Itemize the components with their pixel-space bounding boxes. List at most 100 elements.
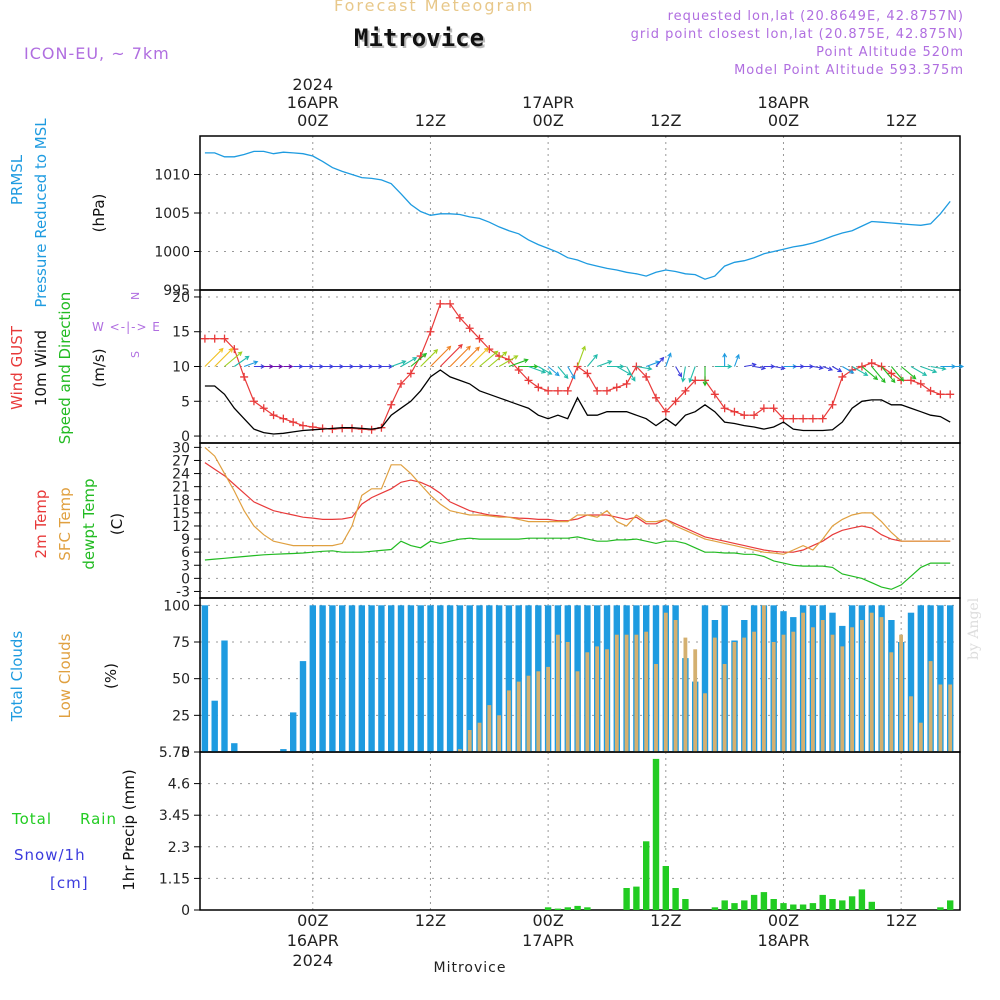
wind-direction-arrow <box>920 365 938 374</box>
bottom-time-label: 12Z <box>415 911 446 930</box>
wind-direction-arrow <box>449 345 471 367</box>
low-cloud-bar <box>673 620 678 752</box>
wind-gust-marker <box>269 411 278 420</box>
low-cloud-bar <box>791 631 796 752</box>
wind-direction-arrow <box>763 364 776 369</box>
wind-direction-label: Speed and Direction <box>56 292 74 445</box>
wind-direction-arrow <box>646 360 661 368</box>
wind-compass-we: W <-|-> E <box>92 320 161 334</box>
wind-direction-arrow <box>822 365 834 372</box>
bottom-date-label: 18APR <box>757 931 809 950</box>
y-tick-label: 100 <box>163 598 190 614</box>
t2m-label: 2m Temp <box>32 490 50 559</box>
low-cloud-bar <box>909 696 913 752</box>
wind-direction-arrow <box>812 365 824 371</box>
y-tick-label: 15 <box>172 506 190 522</box>
low-cloud-bar <box>879 617 884 752</box>
rain-bar <box>623 888 630 910</box>
total-cloud-bar <box>211 700 218 752</box>
total-cloud-bar <box>378 605 385 752</box>
top-time-label: 00Z <box>768 111 799 130</box>
wind-direction-arrow <box>518 364 539 369</box>
wind-direction-arrow <box>371 364 384 369</box>
wind-direction-arrow <box>322 364 335 369</box>
wind-gust-marker <box>475 334 484 343</box>
y-tick-label: 75 <box>172 635 190 651</box>
rain-bar <box>937 907 944 910</box>
wind-gust-marker <box>210 334 219 343</box>
low-cloud-bar <box>683 637 688 752</box>
low-cloud-bar <box>477 722 482 752</box>
y-tick-label: 3.45 <box>159 808 190 824</box>
low-cloud-bar <box>889 652 894 752</box>
wind-direction-arrow <box>214 347 234 367</box>
wind-gust-marker <box>259 404 268 413</box>
wind-gust-marker <box>828 400 837 409</box>
wind-direction-arrow <box>680 366 686 383</box>
rain-bar <box>868 901 875 910</box>
wind-gust-marker <box>769 404 778 413</box>
station-title: Mitrovice <box>354 24 485 52</box>
rain-bar <box>584 907 591 910</box>
y-tick-label: 10 <box>172 360 190 376</box>
top-year-label: 2024 <box>292 75 333 94</box>
wind-direction-arrow <box>722 352 728 367</box>
low-cloud-bar <box>801 612 805 752</box>
precip-panel: 0 1.15 2.3 3.45 4.6 5.75 <box>159 745 961 919</box>
clouds-panel: 0 25 50 75 100 <box>163 597 961 761</box>
wind-direction-arrow <box>586 354 598 367</box>
wind-gust-marker <box>661 407 670 416</box>
wind-compass-n: N <box>129 292 142 300</box>
y-tick-label: 24 <box>172 467 190 483</box>
precip-total-label: Total <box>11 810 52 828</box>
wind-gust-marker <box>838 372 847 381</box>
wind-gust-marker <box>622 379 631 388</box>
wind-gust-marker <box>799 414 808 423</box>
wind-gust-marker <box>553 386 562 395</box>
low-cloud-bar <box>732 642 737 752</box>
wind-gust-marker <box>818 414 827 423</box>
wind-direction-arrow <box>900 366 917 380</box>
wind-direction-arrow <box>224 351 243 367</box>
y-tick-label: 1005 <box>154 206 190 222</box>
low-cloud-bar <box>516 681 521 752</box>
low-cloud-bar <box>762 605 766 752</box>
wind-direction-arrow <box>861 366 879 381</box>
wind-gust-marker <box>730 407 739 416</box>
wind-direction-arrow <box>381 364 394 369</box>
wind-gust-marker <box>691 376 700 385</box>
wind-gust-marker <box>563 386 572 395</box>
low-cloud-bar <box>654 664 658 752</box>
pressure-label-long: Pressure Reduced to MSL <box>32 118 50 308</box>
wind-gust-marker <box>740 411 749 420</box>
wind-gust-marker <box>808 414 817 423</box>
grid-coordinates: grid point closest lon,lat (20.875E, 42.… <box>630 27 964 42</box>
wind-gust-marker <box>593 386 602 395</box>
wind-gust-marker <box>652 393 660 402</box>
rain-bar <box>780 903 787 910</box>
wind-direction-arrow <box>303 364 315 369</box>
wind-gust-marker <box>387 400 396 409</box>
total-cloud-bar <box>505 605 513 752</box>
temperature-line <box>204 462 951 553</box>
wind-direction-arrow <box>430 345 452 367</box>
wind-gust-marker <box>759 404 768 413</box>
low-cloud-bar <box>869 612 874 752</box>
total-cloud-bar <box>947 605 954 752</box>
wind-panel: 0 5 10 15 20 <box>172 289 965 445</box>
low-cloud-bar <box>605 649 609 752</box>
y-tick-label: 1.15 <box>159 871 190 887</box>
total-cloud-bar <box>280 749 287 752</box>
low-cloud-bar <box>693 649 698 752</box>
total-cloud-bar <box>329 605 336 752</box>
y-tick-label: 0 <box>181 903 190 919</box>
wind-direction-arrow <box>832 366 843 373</box>
low-cloud-bar <box>487 705 492 752</box>
y-tick-label: 0 <box>181 429 190 445</box>
pressure-label-short: PRMSL <box>8 154 26 205</box>
y-tick-label: 1010 <box>154 168 190 184</box>
wind-direction-arrow <box>243 360 259 368</box>
wind-gust-marker <box>298 421 307 430</box>
rain-bar <box>711 907 719 910</box>
